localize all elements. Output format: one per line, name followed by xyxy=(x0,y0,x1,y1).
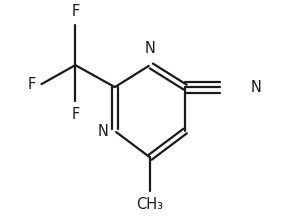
Text: CH₃: CH₃ xyxy=(136,197,164,212)
Text: F: F xyxy=(28,78,36,93)
Text: N: N xyxy=(251,80,262,95)
Text: N: N xyxy=(145,41,155,56)
Text: N: N xyxy=(98,124,108,138)
Text: F: F xyxy=(71,107,80,122)
Text: F: F xyxy=(71,4,80,19)
